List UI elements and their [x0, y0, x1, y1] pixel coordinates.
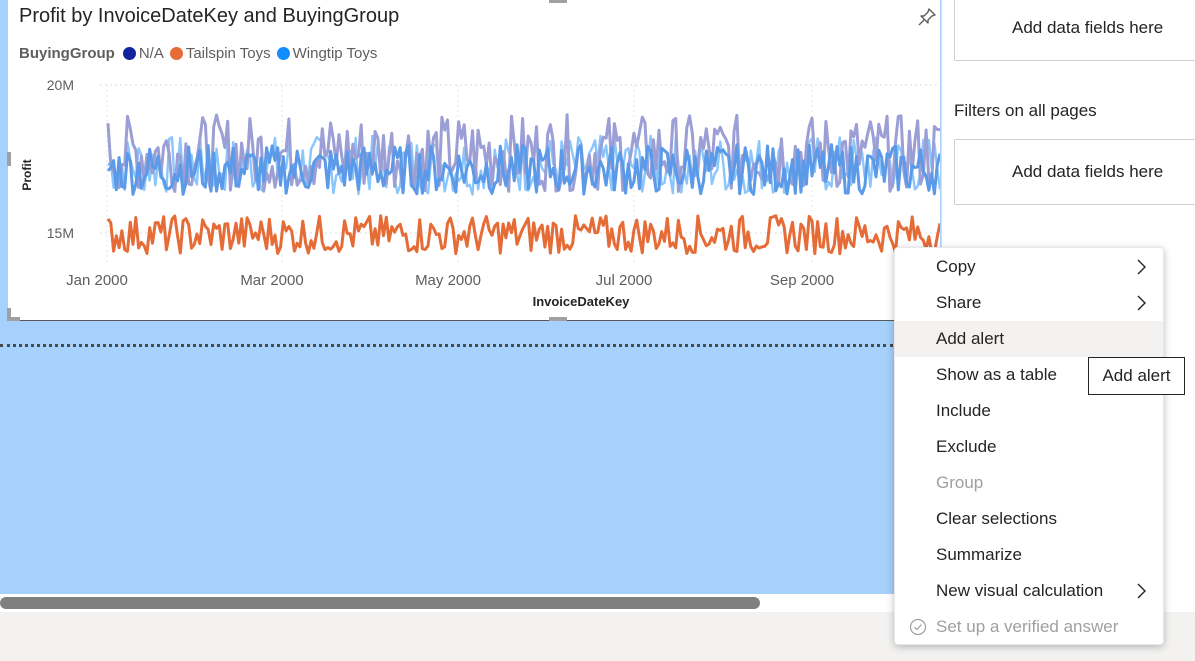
- menu-item-exclude[interactable]: Exclude: [895, 429, 1163, 465]
- x-tick-label: Jan 2000: [66, 272, 128, 289]
- menu-item-share[interactable]: Share: [895, 285, 1163, 321]
- filters-all-pages-heading: Filters on all pages: [954, 101, 1097, 120]
- menu-item-label: Share: [936, 293, 982, 312]
- series-line-tailspin: [106, 214, 940, 256]
- y-tick-label: 20M: [47, 77, 74, 93]
- x-axis-title: InvoiceDateKey: [533, 294, 631, 309]
- chevron-right-icon: [1137, 259, 1146, 275]
- menu-item-label: Set up a verified answer: [936, 617, 1119, 636]
- resize-handle-left[interactable]: [7, 152, 11, 166]
- legend-item-tailspin[interactable]: Tailspin Toys: [169, 45, 271, 62]
- legend-label-na: N/A: [138, 45, 164, 62]
- y-axis-title: Profit: [20, 159, 34, 190]
- menu-item-group: Group: [895, 465, 1163, 501]
- menu-item-label: Add alert: [936, 329, 1005, 348]
- legend-marker-na: [122, 47, 136, 60]
- menu-item-label: New visual calculation: [936, 581, 1104, 600]
- menu-item-summarize[interactable]: Summarize: [895, 537, 1163, 573]
- menu-item-show-as-table[interactable]: Show as a table: [895, 357, 1163, 393]
- resize-handle-top[interactable]: [549, 0, 567, 3]
- menu-item-new-visual-calculation[interactable]: New visual calculation: [895, 573, 1163, 609]
- pin-icon[interactable]: [916, 6, 938, 28]
- resize-handle-corner-bl-h[interactable]: [7, 317, 20, 321]
- y-tick-label: 15M: [47, 225, 74, 241]
- resize-handle-bottom[interactable]: [549, 317, 567, 321]
- legend-title: BuyingGroup: [19, 45, 115, 62]
- legend-marker-wingtip: [276, 47, 290, 60]
- legend-label-wingtip: Wingtip Toys: [292, 45, 378, 62]
- menu-item-clear-selections[interactable]: Clear selections: [895, 501, 1163, 537]
- filter-well-this-page[interactable]: Add data fields here: [954, 0, 1195, 61]
- context-menu: Copy Share Add alert Show as a table Inc…: [894, 247, 1164, 645]
- filter-well-this-page-label: Add data fields here: [1012, 18, 1164, 37]
- x-tick-label: Sep 2000: [770, 272, 834, 289]
- resize-handle-corner-bl[interactable]: [7, 308, 11, 321]
- menu-item-label: Include: [936, 401, 991, 420]
- chart-legend: BuyingGroup N/A Tailspin Toys Wingtip To…: [19, 45, 383, 62]
- menu-item-include[interactable]: Include: [895, 393, 1163, 429]
- menu-item-label: Summarize: [936, 545, 1022, 564]
- filter-well-all-pages-label: Add data fields here: [1012, 162, 1164, 181]
- line-chart-visual[interactable]: Profit by InvoiceDateKey and BuyingGroup…: [8, 0, 940, 321]
- legend-marker-tailspin: [169, 47, 183, 60]
- menu-item-label: Copy: [936, 257, 976, 276]
- horizontal-scrollbar-thumb[interactable]: [0, 597, 760, 609]
- menu-item-label: Group: [936, 473, 984, 492]
- chart-plot: 20M 15M Jan 2000 Mar 2000 May 2000 Jul 2000 Se…: [20, 77, 940, 309]
- check-circle-icon: [909, 618, 927, 636]
- visual-title: Profit by InvoiceDateKey and BuyingGroup: [19, 5, 400, 27]
- legend-item-na[interactable]: N/A: [122, 45, 164, 62]
- chevron-right-icon: [1137, 583, 1146, 599]
- menu-item-add-alert[interactable]: Add alert: [895, 321, 1163, 357]
- legend-label-tailspin: Tailspin Toys: [185, 45, 271, 62]
- chevron-right-icon: [1137, 295, 1146, 311]
- page-boundary-line: [0, 344, 893, 347]
- x-tick-label: Mar 2000: [240, 272, 303, 289]
- x-tick-label: Jul 2000: [596, 272, 653, 289]
- filter-well-all-pages[interactable]: Add data fields here: [954, 139, 1195, 205]
- menu-item-copy[interactable]: Copy: [895, 249, 1163, 285]
- menu-item-label: Exclude: [936, 437, 997, 456]
- menu-item-label: Clear selections: [936, 509, 1057, 528]
- menu-item-verified-answer: Set up a verified answer: [895, 609, 1163, 645]
- series-line-wingtip: [106, 143, 940, 196]
- tooltip: Add alert: [1088, 357, 1185, 395]
- menu-item-label: Show as a table: [936, 365, 1057, 384]
- legend-item-wingtip[interactable]: Wingtip Toys: [276, 45, 378, 62]
- x-tick-label: May 2000: [415, 272, 481, 289]
